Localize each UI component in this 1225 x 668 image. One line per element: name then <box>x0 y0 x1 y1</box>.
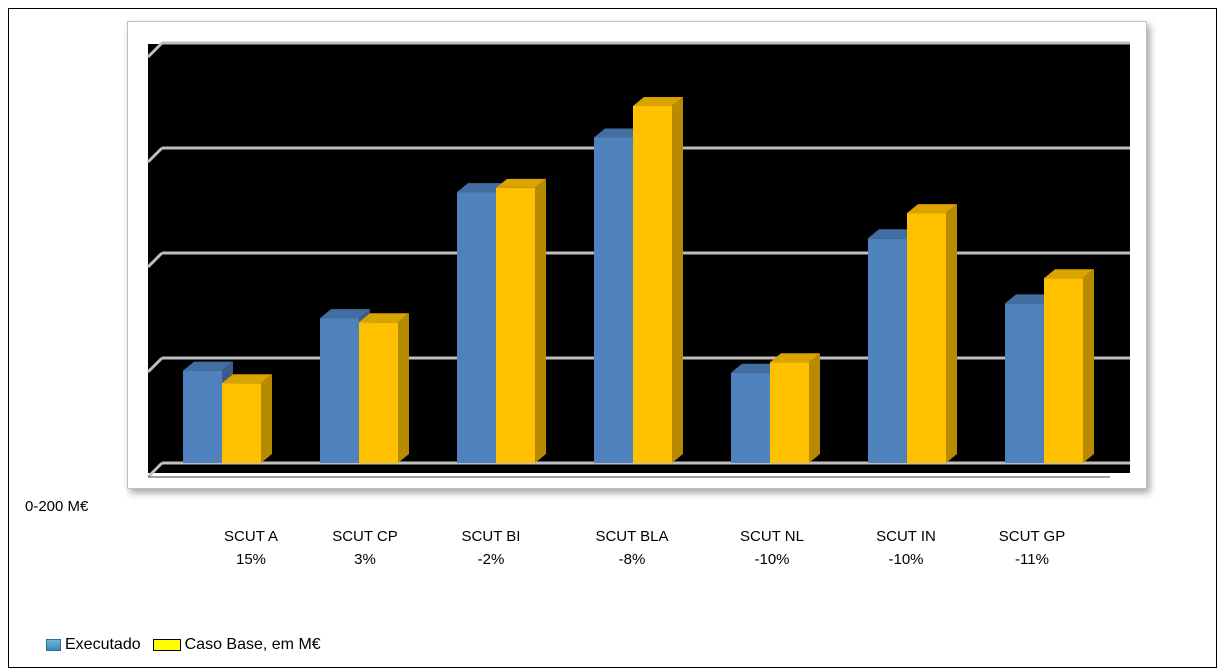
bar-caso-base-side <box>535 178 546 463</box>
category-label: SCUT CP 3% <box>310 525 420 571</box>
bar-executado-top <box>594 128 644 138</box>
bar-executado-top <box>868 229 918 239</box>
bar-caso-base-side <box>398 313 409 463</box>
bar-caso-base <box>907 213 946 463</box>
bar-caso-base-top <box>907 204 957 214</box>
bar-caso-base-top <box>496 178 546 188</box>
bar-caso-base-top <box>633 97 683 106</box>
category-change: 15% <box>235 551 267 568</box>
gridline-depth <box>146 251 164 269</box>
category-name: SCUT BLA <box>595 528 669 545</box>
category-change: -2% <box>477 551 505 568</box>
legend-swatch-caso-base <box>152 639 181 651</box>
bar-executado <box>594 137 633 463</box>
category-change: -11% <box>1015 551 1049 568</box>
gridline-depth <box>146 461 164 479</box>
bar-caso-base-top <box>770 353 820 363</box>
bar-caso-base <box>359 322 398 463</box>
category-change: -8% <box>618 551 646 568</box>
legend-label-caso-base: Caso Base, em M€ <box>184 636 321 653</box>
bar-executado-top <box>320 309 370 319</box>
category-change: -10% <box>754 551 790 568</box>
value-range-label: 0-200 M€ <box>25 498 89 515</box>
bar-caso-base <box>770 362 809 463</box>
legend-label-executado: Executado <box>65 636 141 653</box>
bar-caso-base-top <box>359 313 409 323</box>
bar-caso-base-top <box>1044 269 1094 279</box>
category-label: SCUT GP -11% <box>977 525 1087 571</box>
bar-caso-base-side <box>672 97 683 463</box>
bar-executado <box>183 370 222 463</box>
legend-swatch-executado <box>46 639 61 651</box>
category-name: SCUT BI <box>461 528 521 545</box>
category-name: SCUT NL <box>740 528 804 545</box>
category-label: SCUT IN -10% <box>851 525 961 571</box>
bar-caso-base <box>633 106 672 463</box>
bar-caso-base <box>1044 278 1083 463</box>
category-name: SCUT A <box>224 528 278 545</box>
gridline-depth <box>146 41 164 59</box>
category-name: SCUT GP <box>998 528 1066 545</box>
category-label: SCUT BLA -8% <box>577 525 687 571</box>
chart-plot <box>146 41 1130 479</box>
bar-executado <box>320 318 359 463</box>
bar-caso-base <box>496 187 535 463</box>
category-label: SCUT NL -10% <box>717 525 827 571</box>
bar-executado-top <box>731 363 781 373</box>
category-change: 3% <box>354 551 376 568</box>
category-label: SCUT BI -2% <box>436 525 546 571</box>
bar-caso-base-side <box>1083 269 1094 463</box>
bar-caso-base-side <box>809 353 820 463</box>
bar-executado-top <box>457 183 507 193</box>
bar-executado-top <box>1005 294 1055 304</box>
category-name: SCUT IN <box>876 528 936 545</box>
bar-executado <box>868 238 907 463</box>
bar-caso-base-side <box>946 204 957 463</box>
category-change: -10% <box>888 551 924 568</box>
gridline-depth <box>146 146 164 164</box>
gridline-depth <box>146 356 164 374</box>
bar-caso-base-side <box>261 374 272 463</box>
bar-caso-base <box>222 383 261 463</box>
category-name: SCUT CP <box>332 528 398 545</box>
category-label: SCUT A 15% <box>196 525 306 571</box>
bar-executado <box>1005 303 1044 463</box>
chart-legend: Executado Caso Base, em M€ <box>46 636 321 654</box>
bar-executado-top <box>183 361 233 371</box>
bar-caso-base-top <box>222 374 272 384</box>
bar-executado <box>457 192 496 463</box>
chart-container <box>127 21 1147 489</box>
bar-executado <box>731 372 770 463</box>
